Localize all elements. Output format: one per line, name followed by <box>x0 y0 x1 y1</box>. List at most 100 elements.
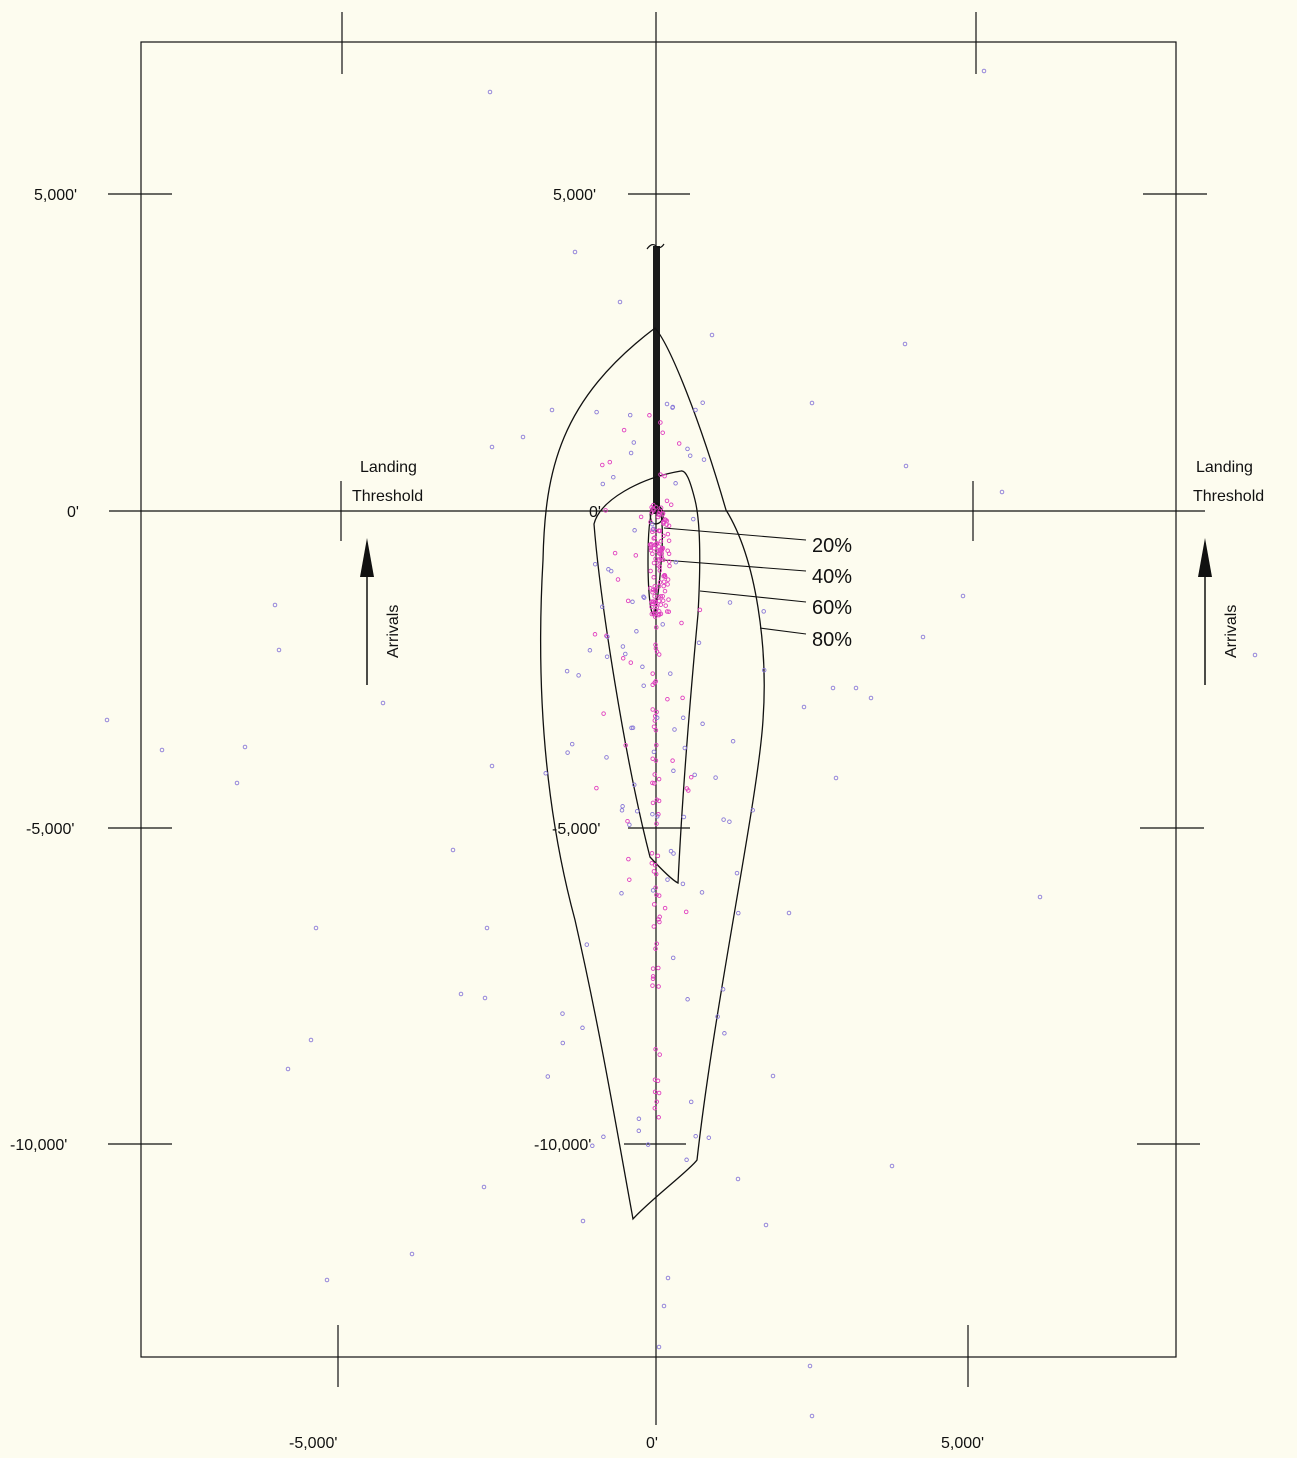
arrival-point <box>654 742 659 748</box>
arrival-point <box>721 817 726 822</box>
arrival-point <box>685 446 690 452</box>
arrival-point <box>656 652 662 657</box>
arrival-point <box>647 413 652 418</box>
arrival-point <box>657 580 663 585</box>
arrival-point <box>654 625 659 630</box>
arrival-point <box>626 856 631 862</box>
arrival-point <box>680 715 686 721</box>
arrival-point <box>657 919 662 925</box>
contour-leaders <box>662 527 807 635</box>
arrival-point <box>651 924 657 929</box>
arrival-point <box>487 89 493 95</box>
arrival-point <box>833 775 839 781</box>
arrival-point <box>651 724 657 729</box>
arrival-point <box>651 526 656 532</box>
arrival-point <box>656 1090 662 1096</box>
arrival-point <box>655 853 661 859</box>
landing-threshold-right-line1: Landing <box>1196 459 1253 476</box>
arrival-point <box>688 1099 694 1105</box>
arrival-point <box>664 609 670 614</box>
arrival-point <box>633 553 639 558</box>
tick-label-left-m10000: -10,000' <box>10 1137 67 1154</box>
arrival-point <box>666 559 672 564</box>
arrival-point <box>656 511 662 516</box>
arrival-point <box>652 862 658 868</box>
arrival-point <box>650 707 655 712</box>
arrival-point <box>627 412 633 418</box>
arrival-point <box>242 744 248 750</box>
arrival-point <box>770 1073 776 1079</box>
arrival-point <box>653 556 658 561</box>
arrival-point <box>670 955 676 961</box>
arrival-point <box>654 548 660 554</box>
arrival-point <box>285 1066 291 1072</box>
arrival-point <box>809 400 815 406</box>
arrival-point <box>659 546 665 551</box>
arrival-point <box>673 481 678 486</box>
arrival-point <box>681 814 687 820</box>
arrival-point <box>276 647 282 653</box>
arrival-point <box>650 811 655 817</box>
arrival-point <box>653 542 658 547</box>
arrival-point <box>576 673 581 678</box>
arrival-point <box>653 599 658 605</box>
tick-label-center-5000: 5,000' <box>553 187 596 204</box>
arrival-point <box>655 814 660 819</box>
arrival-point <box>761 667 767 673</box>
tick-marks <box>108 12 1207 1387</box>
arrival-point <box>651 749 657 755</box>
arrival-point <box>651 560 657 566</box>
arrival-point <box>630 725 636 731</box>
arrival-point <box>666 538 672 543</box>
arrival-point <box>564 668 570 674</box>
arrival-point <box>727 600 733 605</box>
arrival-point <box>663 603 668 608</box>
arrival-point <box>648 543 654 548</box>
arrival-point <box>234 780 240 786</box>
arrival-point <box>651 536 656 541</box>
arrival-point <box>619 891 624 896</box>
arrival-point <box>625 598 631 604</box>
arrival-point <box>594 785 599 791</box>
arrival-point <box>652 1089 658 1095</box>
arrival-point <box>658 539 664 544</box>
arrival-point <box>666 523 672 529</box>
arrival-point <box>903 463 909 469</box>
arrival-point <box>636 1116 642 1122</box>
arrival-point <box>809 1413 815 1419</box>
arrival-point <box>650 671 655 676</box>
arrival-point <box>628 660 634 665</box>
arrival-point <box>619 808 625 813</box>
arrival-point <box>650 966 656 971</box>
arrival-point <box>652 718 658 723</box>
arrival-point <box>617 299 623 305</box>
runway <box>653 246 660 514</box>
arrival-point <box>670 405 675 410</box>
arrival-point <box>683 909 689 915</box>
arrivals-arrow-right <box>1198 538 1212 685</box>
arrival-point <box>670 758 675 763</box>
arrival-point <box>620 804 625 809</box>
arrival-point <box>649 510 654 515</box>
arrival-point <box>630 599 635 605</box>
arrival-point <box>668 848 674 854</box>
arrival-point <box>650 756 655 761</box>
arrival-point <box>688 774 694 780</box>
arrival-point <box>662 905 668 911</box>
tick-label-bottom-5000: 5,000' <box>941 1435 984 1452</box>
arrival-point <box>830 685 836 691</box>
arrival-point <box>650 800 656 806</box>
arrival-point <box>654 1099 659 1104</box>
arrival-point <box>662 473 667 479</box>
arrival-point <box>632 782 637 788</box>
arrival-point <box>661 1303 667 1309</box>
arrival-point <box>664 401 670 407</box>
arrival-point <box>324 1277 330 1283</box>
arrival-point <box>601 711 606 716</box>
arrival-point <box>656 965 661 971</box>
arrival-point <box>656 917 661 922</box>
arrival-point <box>625 818 630 824</box>
arrival-point <box>651 599 656 604</box>
arrival-point <box>549 407 555 413</box>
arrival-point <box>676 441 682 446</box>
